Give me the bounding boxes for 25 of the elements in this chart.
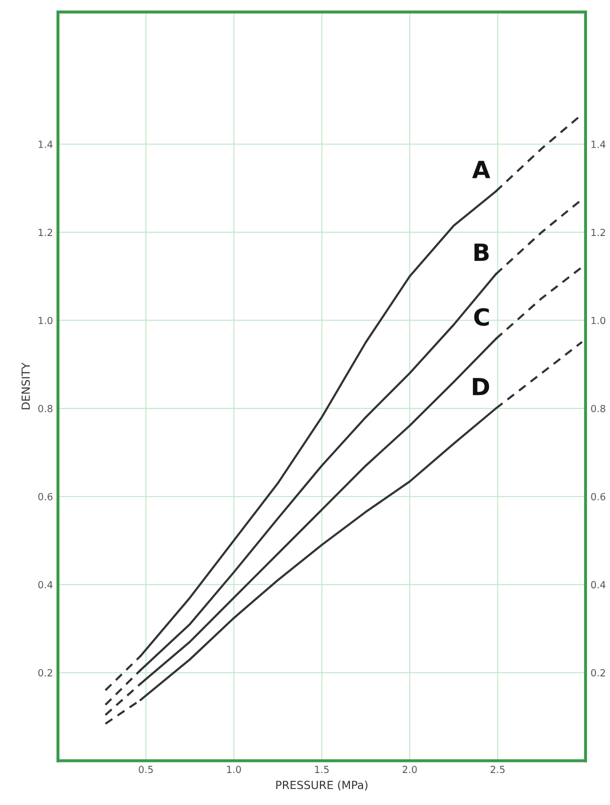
y-axis-title: DENSITY: [22, 362, 30, 410]
y-tick-label: 0.2: [38, 669, 52, 676]
y-tick-label: 0.4: [38, 581, 53, 588]
x-tick-label: 2.0: [402, 766, 417, 774]
x-tick-label: 1.0: [227, 766, 241, 774]
y-tick-label: 1.0: [38, 316, 52, 324]
y2-tick-label: 0.2: [591, 669, 605, 676]
y-tick-label: 1.2: [38, 228, 52, 236]
y2-tick-label: 1.2: [592, 228, 605, 236]
y-tick-label: 0.8: [38, 404, 52, 412]
y-tick-label: 0.6: [38, 492, 52, 500]
x-tick-label: 0.5: [138, 766, 153, 774]
series-label: C: [474, 308, 489, 326]
x-tick-label: 2.5: [490, 766, 505, 774]
series-label: A: [472, 160, 490, 178]
y2-tick-label: 0.8: [591, 404, 606, 412]
series-label: D: [472, 378, 490, 396]
y-tick-label: 1.4: [38, 140, 53, 148]
y2-tick-label: 0.4: [591, 581, 606, 588]
y2-tick-label: 0.6: [591, 492, 606, 500]
y2-tick-label: 1.4: [592, 140, 606, 148]
x-axis-title: PRESSURE (MPa): [276, 780, 368, 790]
x-tick-label: 1.5: [315, 766, 329, 774]
y2-tick-label: 1.0: [592, 316, 606, 324]
series-label: B: [474, 244, 489, 261]
